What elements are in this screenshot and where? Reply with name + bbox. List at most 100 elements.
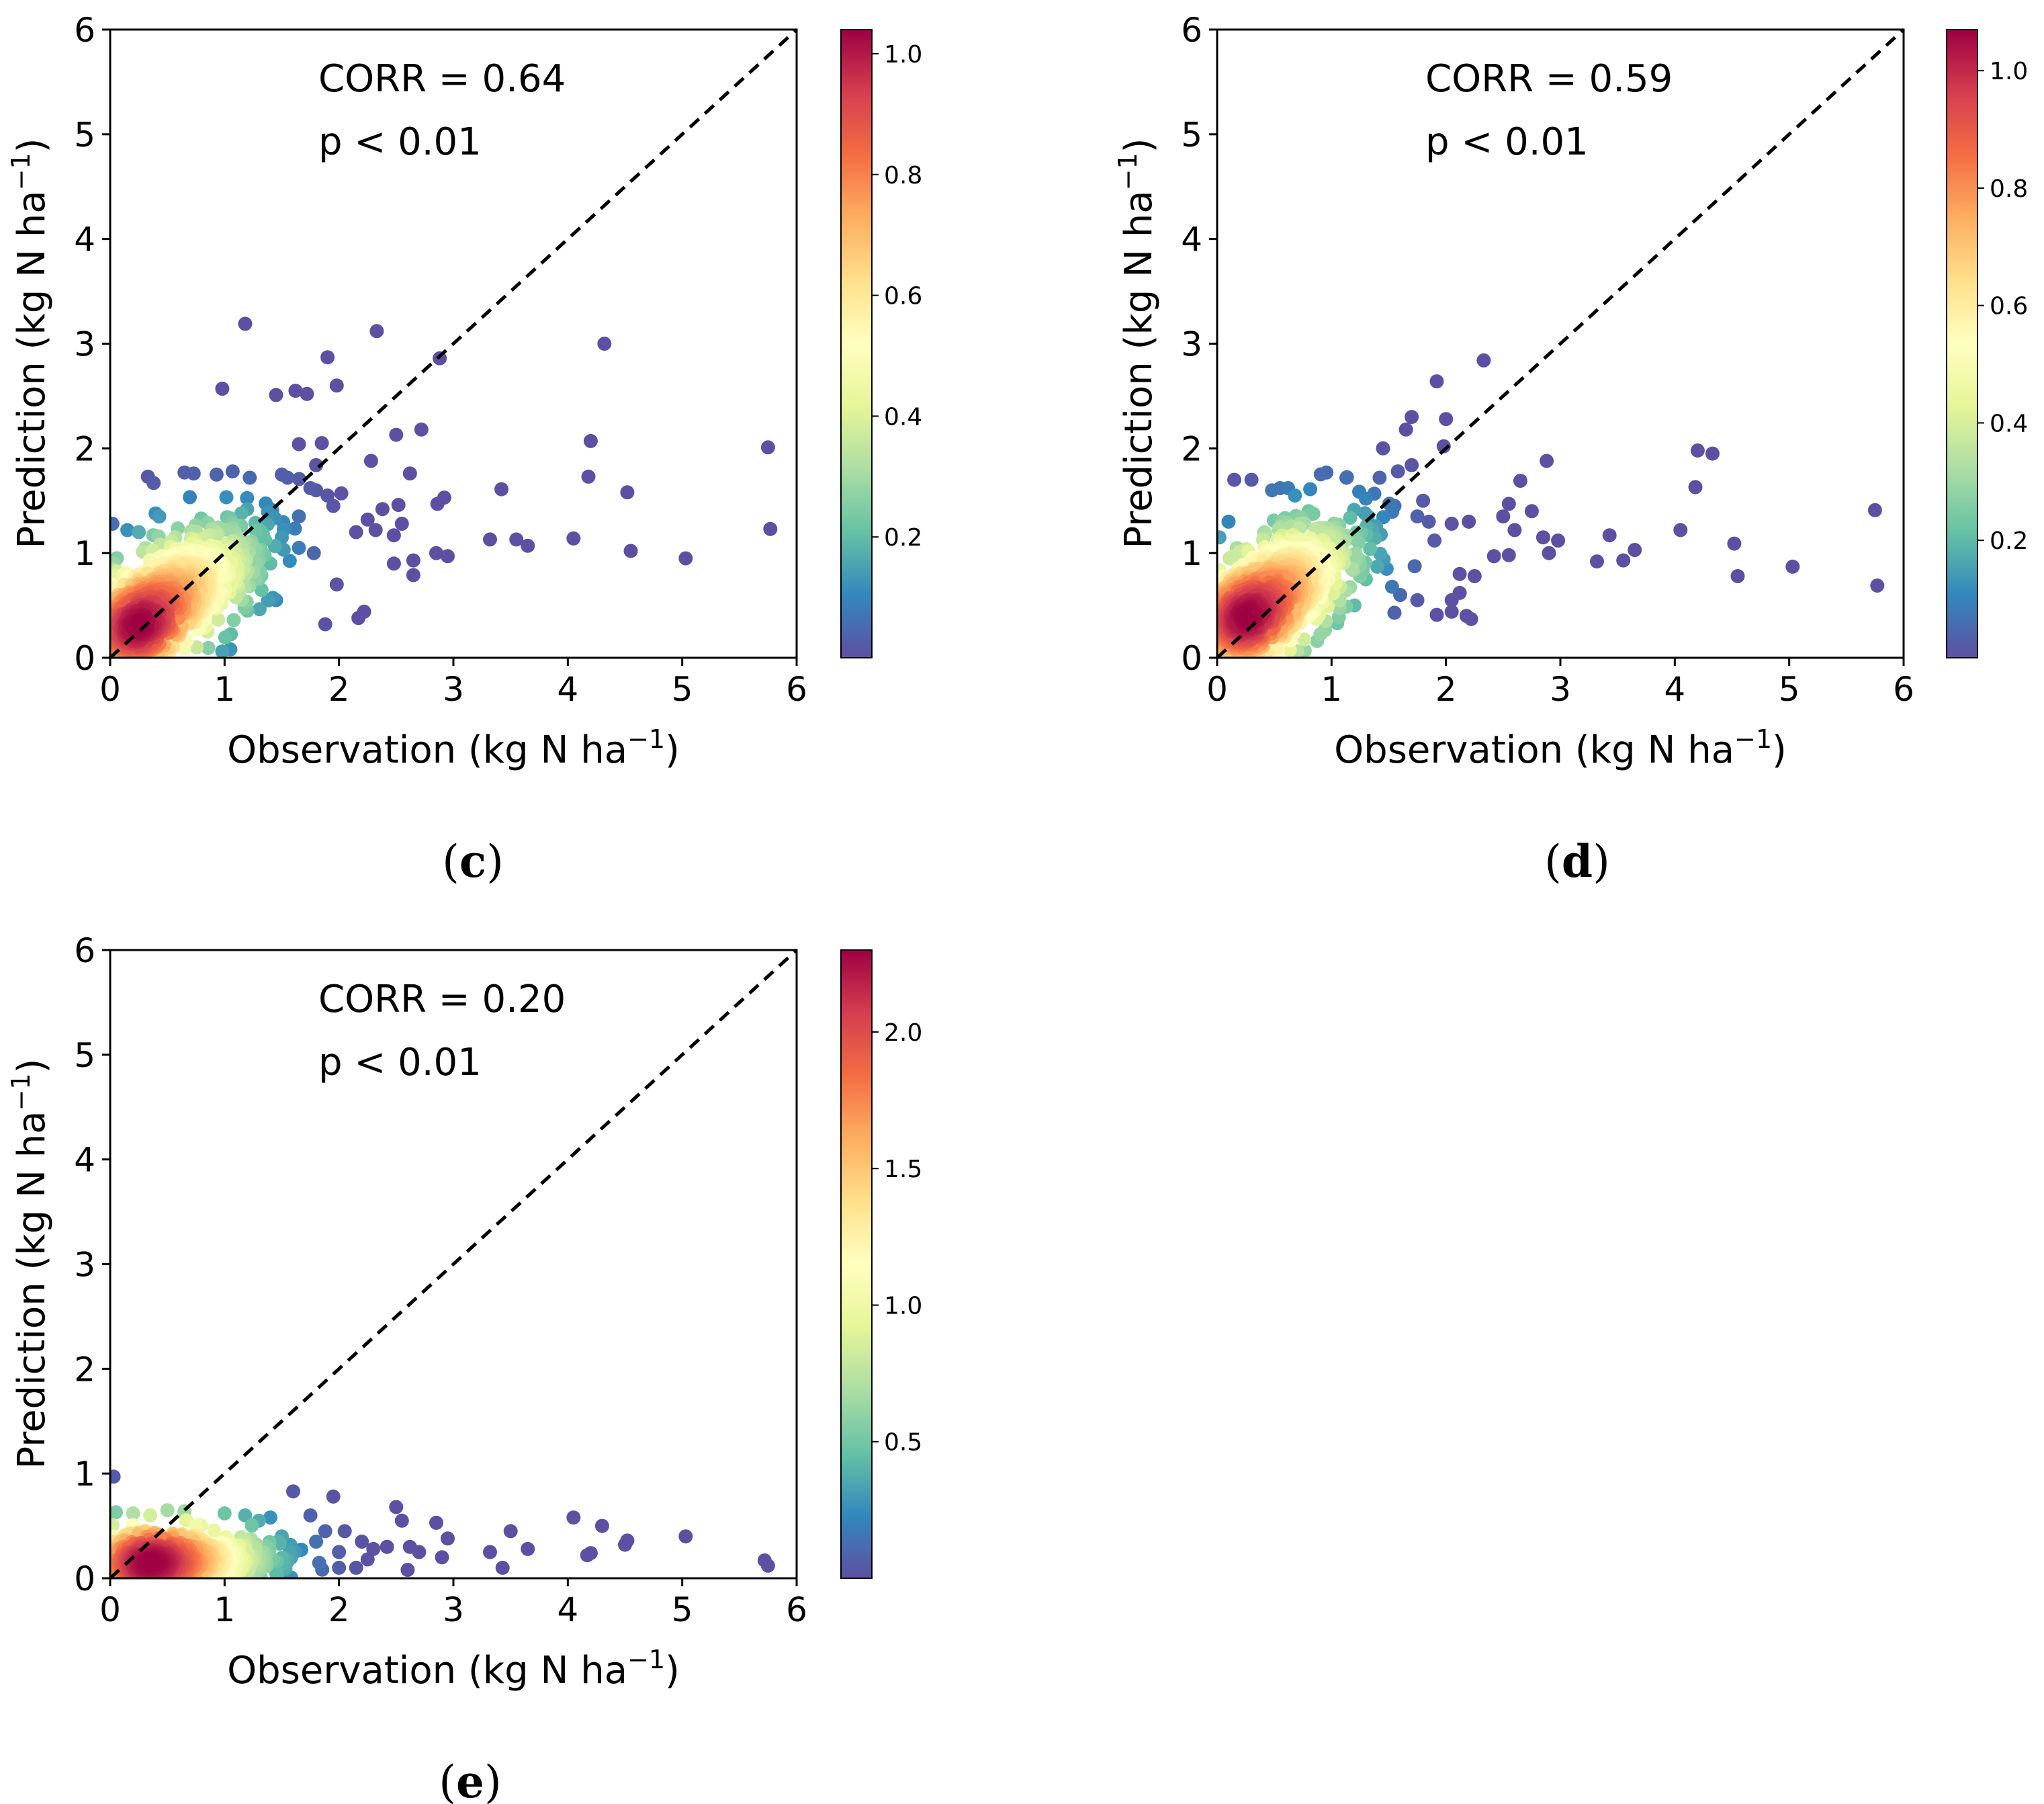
data-point [1628, 543, 1642, 557]
data-point [1405, 410, 1419, 425]
data-point [1496, 509, 1511, 524]
y-tick-label: 1 [1181, 534, 1202, 573]
data-point [494, 482, 508, 497]
data-point [1673, 523, 1688, 538]
data-point [566, 531, 581, 546]
data-point [389, 427, 404, 442]
x-axis-label-c: Observation (kg N ha−1) [227, 724, 680, 772]
data-point [441, 1531, 455, 1546]
data-point [1705, 446, 1720, 461]
data-point [287, 521, 302, 536]
data-point [110, 1469, 121, 1484]
data-point [326, 499, 341, 513]
data-point [1513, 474, 1527, 488]
data-point [218, 630, 232, 645]
panel-letter-c: c [459, 835, 486, 888]
data-point [215, 644, 230, 658]
data-point [1690, 443, 1705, 458]
data-point [441, 549, 455, 564]
x-tick-label: 0 [1206, 670, 1228, 709]
colorbar-ticks-d: 0.2 0.4 0.6 0.8 1.0 [1978, 58, 2028, 555]
corr-annotation-d: CORR = 0.59 [1425, 57, 1673, 101]
data-point [234, 506, 249, 521]
data-point [503, 1524, 518, 1539]
data-point [225, 464, 240, 479]
data-point [1444, 517, 1459, 531]
x-label-exp-c: −1 [627, 724, 665, 754]
data-point [1444, 604, 1459, 619]
data-point [1476, 353, 1491, 368]
data-point [509, 532, 524, 547]
data-point [337, 1524, 352, 1539]
y-tick-label: 2 [74, 429, 95, 468]
data-point [369, 324, 384, 339]
data-point [1436, 439, 1451, 454]
y-label-close-e: ) [10, 1058, 54, 1073]
y-tick-label: 3 [74, 325, 95, 364]
data-point [375, 502, 390, 517]
scatter-points-e [110, 1469, 775, 1578]
data-point [1542, 546, 1556, 560]
y-ticks-d: 0 1 2 3 4 5 6 [1181, 11, 1217, 678]
x-tick-label: 4 [557, 1590, 578, 1629]
data-point [386, 556, 401, 571]
data-point [263, 1510, 277, 1525]
data-point [386, 528, 401, 543]
panel-e: 0 1 2 3 4 5 6 0 1 2 3 4 5 6 CORR = 0.20 p < 0.01 Obs… [6, 931, 922, 1804]
data-point [240, 490, 255, 505]
data-point [1730, 569, 1745, 583]
data-point [366, 1541, 381, 1556]
p-annotation-e: p < 0.01 [318, 1041, 482, 1084]
colorbar-tick-label: 1.5 [884, 1156, 922, 1183]
x-label-exp-e: −1 [627, 1645, 665, 1674]
data-point [126, 1506, 140, 1520]
colorbar-tick-label: 0.8 [884, 162, 922, 189]
data-point [1507, 523, 1522, 538]
data-point [1360, 509, 1375, 523]
x-tick-label: 1 [214, 1590, 235, 1629]
data-point [355, 1535, 369, 1549]
y-label-exp-c: −1 [6, 153, 36, 190]
data-point [435, 1550, 449, 1565]
y-label-exp-d: −1 [1113, 153, 1143, 190]
x-label-exp-d: −1 [1734, 724, 1772, 754]
data-point [1727, 536, 1742, 551]
x-tick-label: 1 [214, 670, 235, 709]
data-point [189, 640, 204, 654]
x-ticks-d: 0 1 2 3 4 5 6 [1206, 658, 1914, 709]
data-point [143, 1508, 158, 1522]
data-point [360, 512, 375, 527]
data-point [332, 1545, 347, 1559]
data-point [1429, 374, 1444, 389]
data-point [217, 1506, 232, 1520]
data-point [286, 1484, 300, 1499]
data-point [1467, 569, 1482, 583]
data-point [1421, 514, 1436, 529]
reference-line-c [109, 28, 798, 659]
data-point [394, 517, 409, 531]
data-point [269, 1566, 284, 1578]
y-label-text-e: Prediction (kg N ha [10, 1111, 54, 1469]
data-point [211, 612, 226, 627]
data-point [300, 386, 314, 401]
data-point [110, 1518, 120, 1533]
x-tick-label: 6 [786, 1590, 807, 1629]
data-point [1390, 464, 1405, 479]
data-point [678, 551, 693, 566]
colorbar-tick-label: 0.4 [1990, 410, 2028, 437]
x-tick-label: 6 [786, 670, 807, 709]
colorbar-tick-label: 1.0 [884, 41, 922, 69]
data-point [1363, 542, 1378, 556]
data-point [1501, 548, 1516, 562]
x-label-text-c: Observation (kg N ha [227, 728, 627, 772]
x-ticks-e: 0 1 2 3 4 5 6 [99, 1578, 807, 1629]
y-label-close-d: ) [1117, 138, 1161, 153]
x-tick-label: 2 [328, 1590, 350, 1629]
y-tick-label: 4 [74, 1141, 95, 1180]
y-axis-label-d: Prediction (kg N ha−1) [1113, 138, 1161, 548]
data-point [623, 544, 638, 558]
data-point [242, 470, 257, 485]
x-label-close-d: ) [1772, 728, 1787, 772]
data-point [215, 382, 230, 396]
data-point [1452, 566, 1467, 581]
